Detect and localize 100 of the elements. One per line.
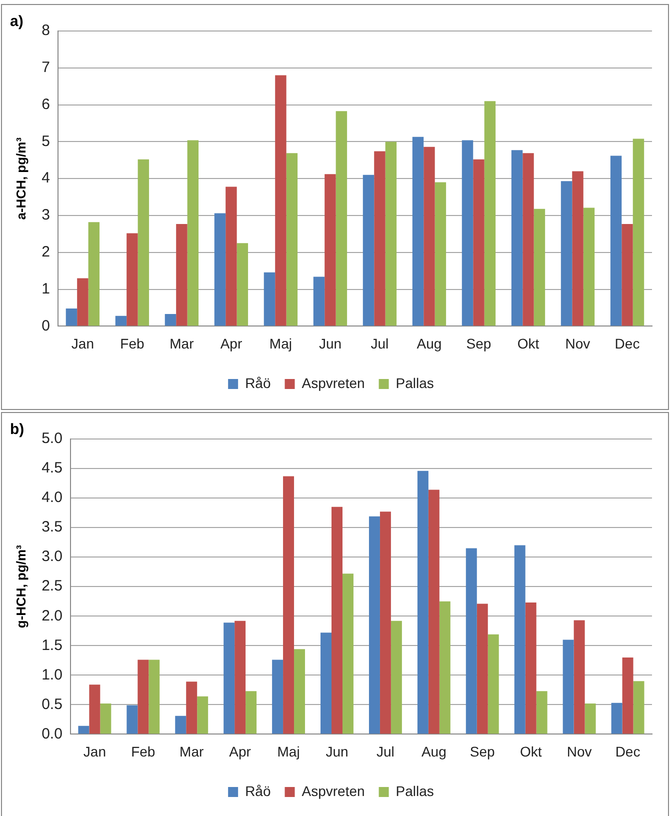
bar xyxy=(511,150,523,326)
bar xyxy=(275,75,286,326)
bar xyxy=(424,146,435,326)
bar xyxy=(362,174,374,326)
bar xyxy=(264,272,276,326)
x-tick-label: Jun xyxy=(326,743,348,760)
bar xyxy=(224,622,235,734)
legend-label: Pallas xyxy=(396,782,434,799)
y-tick-label: 0.0 xyxy=(42,725,62,742)
bar xyxy=(187,140,199,326)
bar xyxy=(385,142,397,326)
bar xyxy=(148,660,160,734)
x-tick-label: Sep xyxy=(466,335,492,352)
bar xyxy=(473,159,484,326)
legend-label: Pallas xyxy=(396,374,434,391)
y-tick-label: 2.0 xyxy=(42,607,62,624)
x-tick-label: Dec xyxy=(615,743,640,760)
y-tick-label: 5.0 xyxy=(42,430,62,448)
bar xyxy=(534,208,546,326)
bar xyxy=(622,657,634,734)
bar xyxy=(214,213,226,326)
bar xyxy=(234,620,246,734)
chart-title: a) xyxy=(10,13,24,30)
bar xyxy=(611,702,622,734)
x-tick-label: Jul xyxy=(376,743,394,760)
x-tick-label: Jul xyxy=(370,335,389,352)
bar xyxy=(622,224,633,326)
bar xyxy=(536,691,548,734)
bar xyxy=(175,716,186,734)
bar xyxy=(89,684,100,734)
y-tick-label: 7 xyxy=(42,59,50,76)
x-tick-label: Okt xyxy=(520,743,542,760)
x-tick-label: Aug xyxy=(416,335,442,352)
bar xyxy=(286,153,298,326)
bar xyxy=(186,682,198,734)
bar xyxy=(324,174,336,326)
bar xyxy=(294,649,306,734)
bar xyxy=(138,159,150,326)
y-axis-title: g-HCH, pg/m³ xyxy=(13,544,28,628)
bar xyxy=(332,506,342,734)
legend-label: Råö xyxy=(245,374,271,391)
bar xyxy=(633,681,644,734)
y-tick-label: 3 xyxy=(42,206,50,224)
bar xyxy=(412,136,424,326)
x-tick-label: Maj xyxy=(277,743,300,760)
x-tick-label: Dec xyxy=(614,335,640,352)
bar xyxy=(390,620,402,734)
bar xyxy=(476,604,488,734)
bar xyxy=(583,208,595,326)
y-tick-label: 2.5 xyxy=(42,578,62,595)
bar xyxy=(417,470,428,734)
bar xyxy=(164,314,176,326)
bar xyxy=(236,243,248,326)
chart-title: b) xyxy=(10,421,24,438)
bar xyxy=(272,660,284,734)
x-tick-label: Jan xyxy=(83,743,106,760)
bar xyxy=(514,545,526,734)
bar xyxy=(100,704,112,734)
y-tick-label: 1.5 xyxy=(42,636,62,654)
y-tick-label: 4.5 xyxy=(42,460,62,477)
bar xyxy=(368,516,380,734)
x-tick-label: Feb xyxy=(131,743,156,760)
bar xyxy=(525,602,536,734)
bar xyxy=(560,181,572,326)
bar xyxy=(336,111,348,326)
bar xyxy=(574,620,585,734)
legend-label: Aspvreten xyxy=(302,782,365,799)
x-tick-label: Okt xyxy=(517,335,540,352)
y-tick-label: 8 xyxy=(42,22,50,40)
bar xyxy=(88,222,100,326)
bar xyxy=(466,548,477,734)
x-tick-label: Apr xyxy=(220,335,242,352)
x-tick-label: Jan xyxy=(71,335,94,352)
bar xyxy=(66,308,78,326)
bar xyxy=(176,224,188,326)
bar xyxy=(610,156,622,326)
legend-label: Råö xyxy=(245,782,271,799)
x-tick-label: Apr xyxy=(229,743,252,760)
y-axis-title: a-HCH, pg/m³ xyxy=(13,136,28,220)
y-tick-label: 0.5 xyxy=(42,696,62,713)
bar xyxy=(484,101,496,326)
y-tick-label: 3.5 xyxy=(42,518,62,536)
bar xyxy=(439,601,450,734)
bar xyxy=(380,512,391,734)
bar xyxy=(78,726,90,734)
x-tick-label: Sep xyxy=(470,743,496,760)
x-tick-label: Aug xyxy=(421,743,446,760)
bar xyxy=(246,691,257,734)
bar xyxy=(584,704,596,734)
x-tick-label: Nov xyxy=(565,335,590,352)
bar xyxy=(572,171,584,326)
y-tick-label: 6 xyxy=(42,96,50,113)
bar xyxy=(126,705,138,734)
x-tick-label: Jun xyxy=(318,335,342,352)
y-tick-label: 5 xyxy=(42,132,50,150)
bar xyxy=(197,696,208,734)
y-tick-label: 4.0 xyxy=(42,489,62,506)
bar xyxy=(138,660,149,734)
x-tick-label: Mar xyxy=(170,335,194,352)
x-tick-label: Nov xyxy=(566,743,592,760)
